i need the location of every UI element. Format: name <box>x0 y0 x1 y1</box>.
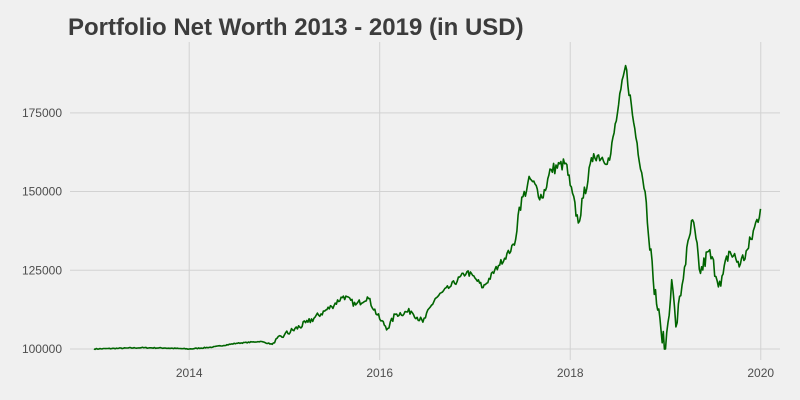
x-tick-label: 2020 <box>747 366 774 380</box>
x-tick-label: 2014 <box>176 366 203 380</box>
y-tick-label: 150000 <box>22 185 62 199</box>
y-tick-label: 100000 <box>22 342 62 356</box>
y-tick-label: 175000 <box>22 106 62 120</box>
chart-title: Portfolio Net Worth 2013 - 2019 (in USD) <box>68 14 524 41</box>
x-tick-label: 2016 <box>366 366 393 380</box>
x-tick-label: 2018 <box>557 366 584 380</box>
y-tick-label: 125000 <box>22 263 62 277</box>
series-line <box>93 64 762 351</box>
